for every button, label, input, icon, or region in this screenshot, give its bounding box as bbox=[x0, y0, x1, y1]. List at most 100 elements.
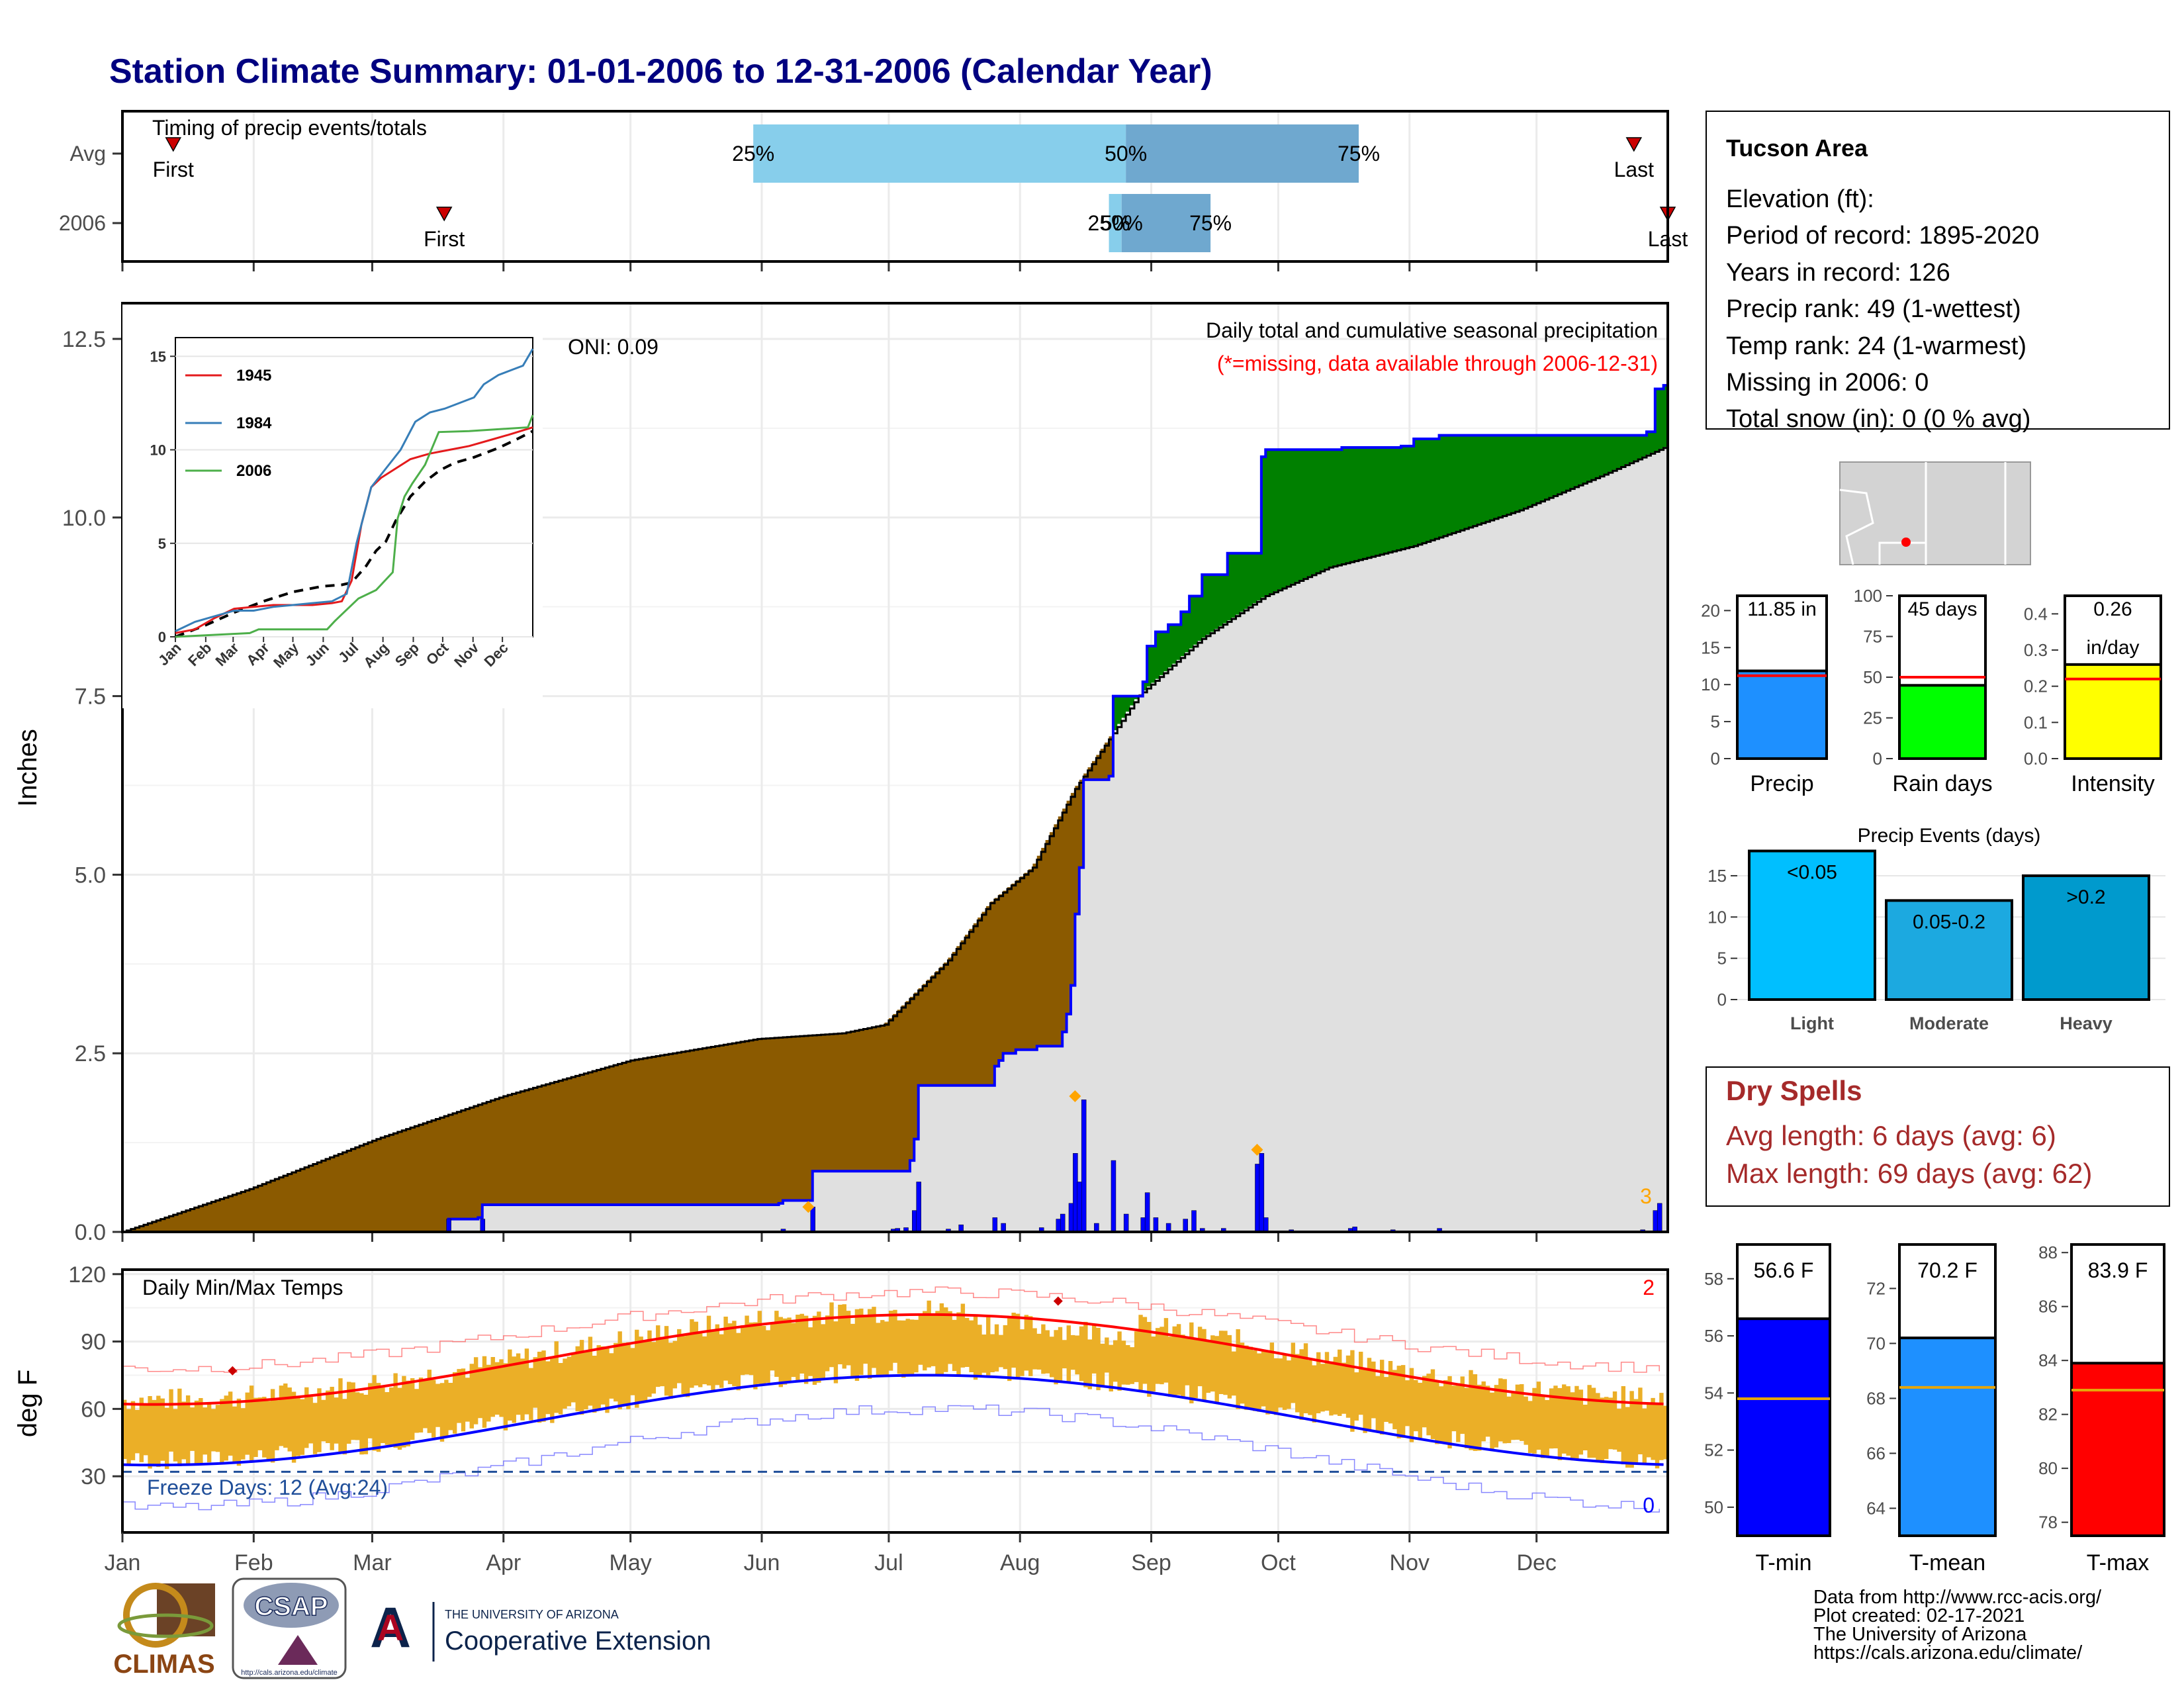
freeze-days-label: Freeze Days: 12 (Avg:24) bbox=[147, 1476, 388, 1499]
temp-summary-label: T-mean bbox=[1909, 1550, 1985, 1575]
observed-cumulative-line bbox=[444, 384, 1668, 1233]
station-line: Precip rank: 49 (1-wettest) bbox=[1726, 295, 2021, 323]
normal-precip-area bbox=[122, 445, 1668, 1232]
timing-quartile-label: 50% bbox=[1101, 211, 1143, 235]
inset-legend-label: 2006 bbox=[236, 462, 271, 480]
ua-logo-mark: A bbox=[370, 1596, 411, 1660]
y-tick-label: 70 bbox=[1866, 1333, 1886, 1353]
y-tick-label: 50 bbox=[1704, 1497, 1723, 1517]
precip-subtitle: (*=missing, data available through 2006-… bbox=[1217, 352, 1658, 375]
y-tick-label: 80 bbox=[2038, 1458, 2058, 1478]
cold-count-label: 0 bbox=[1643, 1493, 1655, 1517]
y-tick-label: 68 bbox=[1866, 1388, 1886, 1408]
y-tick-label: 88 bbox=[2038, 1243, 2058, 1262]
daily-precip-bar bbox=[480, 1219, 486, 1233]
daily-precip-bar bbox=[992, 1217, 998, 1233]
temperature-y-axis-title: deg F bbox=[13, 1370, 42, 1437]
precip-events-bars: 0 5 10 15 <0.05 Light 0.05-0.2 Moderate >0.2 Heav… bbox=[1707, 849, 2165, 1033]
temp-summary-label: T-min bbox=[1756, 1550, 1812, 1575]
csap-logo-text: CSAP bbox=[254, 1592, 328, 1621]
credit-line: https://cals.arizona.edu/climate/ bbox=[1813, 1642, 2083, 1664]
timing-row-label: Avg bbox=[69, 142, 106, 165]
normal-cumulative-line bbox=[122, 445, 1669, 1233]
daily-precip-bar bbox=[1111, 1160, 1116, 1233]
y-tick-label: 60 bbox=[81, 1397, 106, 1422]
daily-precip-bar bbox=[1068, 1203, 1074, 1233]
precip-event-bar bbox=[2022, 874, 2150, 1001]
csap-logo: CSAP http://cals.arizona.edu/climate bbox=[232, 1577, 347, 1679]
station-line: Elevation (ft): bbox=[1726, 185, 1874, 213]
y-tick-label: 12.5 bbox=[62, 327, 106, 352]
timing-quartile-bar bbox=[1109, 194, 1122, 252]
temperature-panel: 30 60 90 120 Daily Min/Max Temps 2 0 Freeze… bbox=[13, 1262, 1669, 1575]
daily-precip-bar bbox=[446, 1219, 451, 1233]
precip-chart-marks: 0.0 2.5 5.0 7.5 10.0 12.5 bbox=[62, 303, 1669, 1245]
y-tick-label: 5.0 bbox=[75, 863, 106, 888]
y-tick-label: 15 bbox=[1701, 637, 1720, 657]
footer-credits: Data from http://www.rcc-acis.org/ Plot … bbox=[1813, 1587, 2102, 1664]
y-tick-label: 0.3 bbox=[2024, 640, 2048, 660]
record-min-line bbox=[122, 1404, 1660, 1513]
y-tick-label: 72 bbox=[1866, 1278, 1886, 1298]
month-tick-label: Sep bbox=[1131, 1550, 1171, 1575]
climas-logo-text: CLIMAS bbox=[113, 1650, 214, 1679]
timing-quartile-label: 75% bbox=[1338, 142, 1380, 165]
summary-bar-value-label: in/day bbox=[2086, 637, 2139, 659]
inset-y-tick-label: 15 bbox=[150, 348, 166, 365]
station-name: Tucson Area bbox=[1726, 134, 1868, 162]
timing-quartile-bar bbox=[1126, 124, 1359, 183]
timing-quartile-label: 25% bbox=[732, 142, 774, 165]
timing-first-label: First bbox=[153, 158, 194, 181]
location-map bbox=[1839, 461, 2031, 565]
station-line: Missing in 2006: 0 bbox=[1726, 369, 1929, 397]
inset-legend-label: 1945 bbox=[236, 367, 271, 385]
temp-summary-value-label: 56.6 F bbox=[1754, 1258, 1814, 1282]
ua-logo-mark-inner: A bbox=[377, 1607, 404, 1648]
inset-y-tick-label: 5 bbox=[158, 536, 166, 552]
dry-spells-title: Dry Spells bbox=[1726, 1075, 1862, 1106]
daily-precip-bar bbox=[1081, 1100, 1087, 1233]
record-max-line bbox=[122, 1286, 1660, 1373]
timing-row-label: 2006 bbox=[59, 211, 106, 235]
inset-y-tick-label: 10 bbox=[150, 442, 166, 459]
daily-precip-bar bbox=[1123, 1213, 1129, 1233]
timing-quartile-bar bbox=[1121, 194, 1211, 252]
timing-first-label: First bbox=[424, 227, 465, 251]
daily-precip-bar bbox=[1657, 1203, 1662, 1233]
inset-year-line bbox=[175, 414, 534, 638]
y-tick-label: 52 bbox=[1704, 1440, 1723, 1460]
month-tick-label: Jan bbox=[105, 1550, 141, 1575]
timing-quartile-bar bbox=[753, 124, 1126, 183]
y-tick-label: 5 bbox=[1711, 712, 1720, 731]
timing-last-label: Last bbox=[1614, 158, 1655, 181]
station-line: Years in record: 126 bbox=[1726, 259, 1950, 287]
inset-frame bbox=[175, 337, 533, 637]
y-tick-label: 90 bbox=[81, 1330, 106, 1355]
temp-summary-fill bbox=[1736, 1317, 1831, 1537]
precip-events-title: Precip Events (days) bbox=[1858, 825, 2041, 847]
y-tick-label: 20 bbox=[1701, 600, 1720, 620]
daily-precip-bar bbox=[810, 1206, 816, 1233]
summary-bar-fill bbox=[1736, 669, 1828, 761]
summary-bar-rain: 0 25 50 75 100 45 days Rain days bbox=[1854, 586, 1993, 796]
record-temp-marker bbox=[1053, 1296, 1063, 1306]
y-tick-label: 82 bbox=[2038, 1405, 2058, 1425]
daily-temperature-range-bars bbox=[122, 1300, 1668, 1470]
csap-logo-url: http://cals.arizona.edu/climate bbox=[241, 1669, 338, 1677]
y-tick-label: 54 bbox=[1704, 1383, 1723, 1403]
temperature-bar-charts: 50 52 54 56 58 56.6 F T-min 64 66 68 70 72 70.2 F T-m… bbox=[1704, 1243, 2165, 1575]
precip-panel: 0.0 2.5 5.0 7.5 10.0 12.5 Daily total and cum… bbox=[13, 302, 1669, 1245]
y-tick-label: 10 bbox=[1707, 907, 1727, 927]
month-tick-label: Jul bbox=[874, 1550, 903, 1575]
summary-bar-charts: 0 5 10 15 20 11.85 in Precip 0 25 50 75 100 45 days R… bbox=[1701, 586, 2162, 796]
precip-events-chart: Precip Events (days) 0 5 10 15 <0.05 Light 0.0… bbox=[1707, 825, 2165, 1033]
precip-title: Daily total and cumulative seasonal prec… bbox=[1206, 318, 1658, 342]
summary-bar-intensity: 0.0 0.1 0.2 0.3 0.4 0.26 in/day Intensity bbox=[2024, 594, 2162, 796]
daily-precip-bar bbox=[1153, 1217, 1159, 1233]
precip-frame bbox=[121, 302, 1669, 1233]
average-max-temp-line bbox=[122, 1313, 1664, 1406]
daily-precip-bar bbox=[1263, 1217, 1269, 1233]
large-event-marker bbox=[1251, 1143, 1263, 1156]
